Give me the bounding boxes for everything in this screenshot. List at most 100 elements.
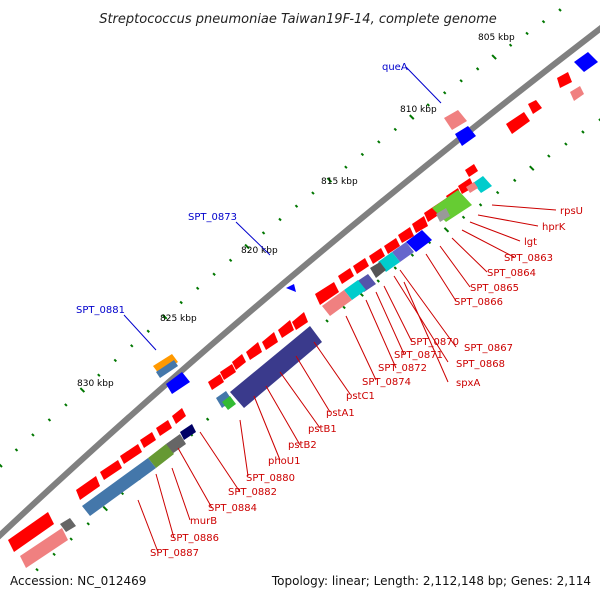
scale-label-820: 820 kbp [241, 246, 278, 256]
gene-label-pstB2[interactable]: pstB2 [288, 440, 317, 451]
gene-label-phoU1[interactable]: phoU1 [268, 456, 301, 467]
scale-tick [52, 552, 56, 557]
gene-label-SPT_0871[interactable]: SPT_0871 [394, 350, 443, 361]
scale-tick [410, 253, 415, 257]
scale-tick [31, 433, 35, 437]
scale-tick [393, 127, 398, 132]
gene-label-pstA1[interactable]: pstA1 [326, 408, 355, 419]
gene-block [444, 110, 467, 130]
scale-tick [541, 20, 546, 24]
gene-block [156, 420, 172, 436]
gene-block [100, 460, 122, 480]
gene-block [208, 374, 224, 390]
scale-tick [459, 79, 463, 83]
scale-tick [344, 165, 348, 169]
gene-block [76, 476, 100, 500]
gene-label-SPT_0874[interactable]: SPT_0874 [362, 377, 411, 388]
gene-block [153, 354, 178, 374]
scale-tick [326, 177, 333, 183]
scale-tick [179, 300, 183, 305]
gene-track [8, 52, 598, 568]
scale-tick [529, 165, 535, 171]
callout-line [405, 66, 442, 104]
gene-label-SPT_0866[interactable]: SPT_0866 [454, 297, 503, 308]
scale-tick [325, 319, 329, 323]
gene-block [172, 408, 186, 424]
scale-label-825: 825 kbp [160, 314, 197, 324]
gene-label-SPT_0863[interactable]: SPT_0863 [504, 253, 553, 264]
gene-label-hprK[interactable]: hprK [542, 222, 566, 233]
scale-tick [461, 215, 466, 219]
gene-block [384, 238, 400, 254]
gene-block [220, 364, 236, 380]
scale-tick [426, 103, 430, 107]
scale-tick [14, 448, 19, 452]
gene-label-SPT_0881[interactable]: SPT_0881 [76, 305, 125, 316]
gene-label-spxA[interactable]: spxA [456, 378, 480, 389]
gene-label-rpsU[interactable]: rpsU [560, 206, 583, 217]
callout-line [235, 221, 271, 256]
gene-block [506, 112, 530, 134]
accession-text: Accession: NC_012469 [10, 574, 146, 588]
scale-tick [377, 140, 381, 144]
gene-block [262, 332, 278, 350]
scale-tick [443, 227, 450, 233]
scale-tick [360, 152, 365, 157]
gene-block [455, 126, 476, 146]
gene-label-murB[interactable]: murB [190, 516, 217, 527]
gene-block [528, 100, 542, 114]
genome-backbone [0, 25, 600, 540]
scale-tick [212, 272, 216, 276]
scale-tick [491, 54, 497, 60]
gene-label-SPT_0886[interactable]: SPT_0886 [170, 533, 219, 544]
gene-label-pstC1[interactable]: pstC1 [346, 391, 375, 402]
gene-block [246, 342, 262, 360]
scale-tick [244, 243, 250, 250]
gene-block [574, 52, 598, 72]
scale-tick [35, 567, 39, 572]
scale-tick [547, 154, 551, 158]
gene-block [286, 284, 296, 292]
gene-block [292, 312, 308, 330]
scale-tick [558, 8, 562, 12]
gene-label-SPT_0873[interactable]: SPT_0873 [188, 212, 237, 223]
gene-block [278, 320, 294, 338]
scale-tick [195, 286, 200, 291]
gene-label-SPT_0880[interactable]: SPT_0880 [246, 473, 295, 484]
gene-block [557, 72, 572, 88]
gene-block [82, 458, 156, 516]
map-title: Streptococcus pneumoniae Taiwan19F-14, c… [99, 12, 497, 27]
gene-label-SPT_0867[interactable]: SPT_0867 [464, 343, 513, 354]
gene-block [473, 176, 492, 193]
gene-label-pstB1[interactable]: pstB1 [308, 424, 337, 435]
gene-label-queA[interactable]: queA [382, 62, 408, 73]
gene-block [392, 242, 414, 262]
scale-label-805: 805 kbp [478, 33, 515, 43]
scale-tick [79, 387, 86, 393]
gene-block [20, 528, 68, 568]
gene-block [322, 290, 352, 316]
scale-tick [102, 505, 109, 512]
gene-label-SPT_0884[interactable]: SPT_0884 [208, 503, 257, 514]
gene-label-SPT_0882[interactable]: SPT_0882 [228, 487, 277, 498]
gene-block [436, 208, 450, 222]
gene-label-SPT_0864[interactable]: SPT_0864 [487, 268, 536, 279]
gene-label-SPT_0870[interactable]: SPT_0870 [410, 337, 459, 348]
scale-tick [475, 67, 480, 71]
gene-label-SPT_0887[interactable]: SPT_0887 [150, 548, 199, 559]
scale-tick [525, 31, 529, 36]
gene-block [458, 178, 474, 194]
gene-label-SPT_0868[interactable]: SPT_0868 [456, 359, 505, 370]
gene-label-SPT_0872[interactable]: SPT_0872 [378, 363, 427, 374]
gene-block [216, 391, 232, 408]
scale-tick [228, 258, 233, 263]
scale-tick [97, 373, 101, 377]
gene-label-SPT_0865[interactable]: SPT_0865 [470, 283, 519, 294]
gene-label-lgt[interactable]: lgt [524, 237, 537, 248]
gene-block [222, 396, 236, 410]
scale-tick [376, 279, 380, 283]
gene-block [353, 258, 369, 274]
scale-tick [311, 191, 315, 195]
